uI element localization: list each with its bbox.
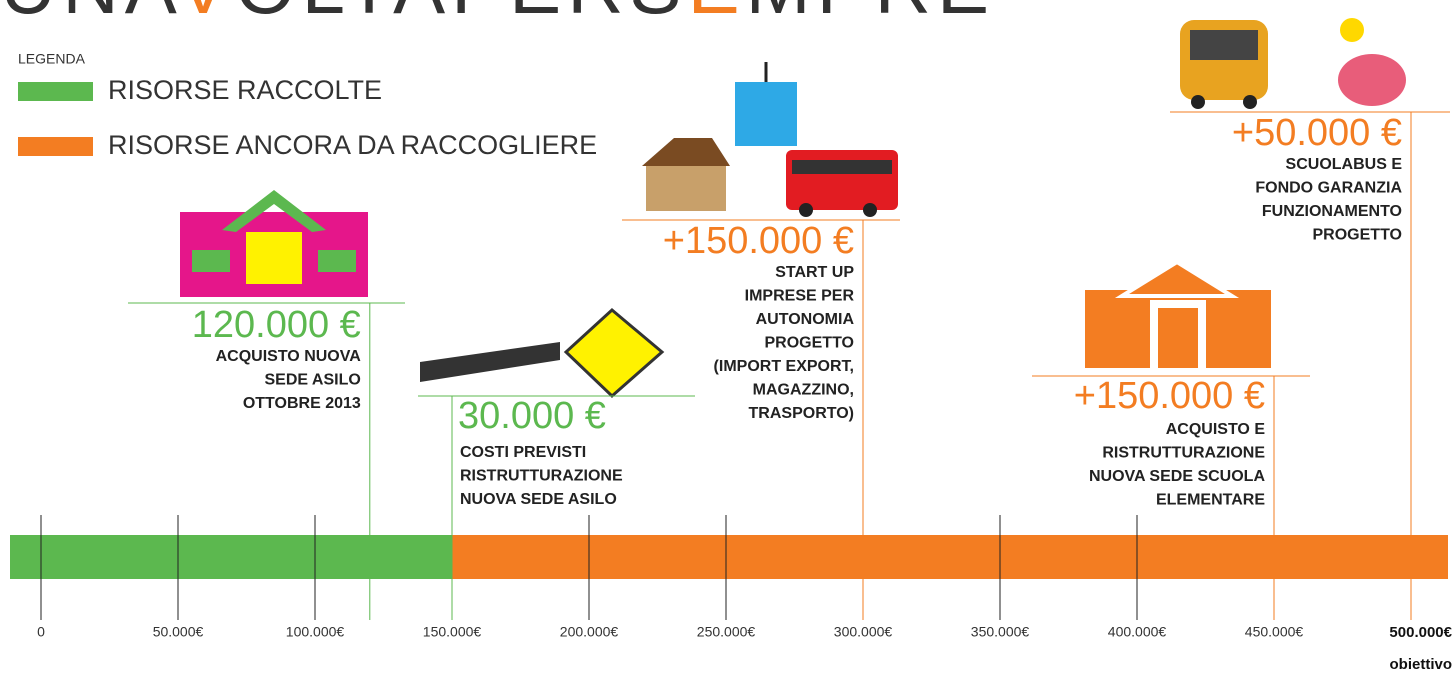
milestone-desc: FUNZIONAMENTO xyxy=(1262,203,1402,220)
milestone-desc: ELEMENTARE xyxy=(1156,492,1265,509)
tick-label: 200.000€ xyxy=(560,624,619,640)
tick-label: 100.000€ xyxy=(286,624,345,640)
milestone-desc: RISTRUTTURAZIONE xyxy=(460,468,623,485)
milestone-amount: 120.000 € xyxy=(192,304,361,346)
milestone-desc: START UP xyxy=(775,264,854,281)
tick-label: 300.000€ xyxy=(834,624,893,640)
tick-label: 400.000€ xyxy=(1108,624,1167,640)
milestone-desc: OTTOBRE 2013 xyxy=(243,395,361,412)
icon-school xyxy=(1085,259,1271,368)
segment xyxy=(10,535,452,579)
milestone-desc: RISTRUTTURAZIONE xyxy=(1102,445,1265,462)
legend-swatch xyxy=(18,82,93,101)
icon-kindergarten xyxy=(180,190,368,297)
milestone-desc: TRASPORTO) xyxy=(749,405,854,422)
legend-heading: LEGENDA xyxy=(18,51,86,67)
tick-label: 450.000€ xyxy=(1245,624,1304,640)
milestone-amount: +150.000 € xyxy=(663,220,854,262)
milestone-amount: +50.000 € xyxy=(1232,112,1402,154)
title: UNAVOLTAPERSEMPRE xyxy=(0,0,995,30)
milestone-desc: PROGETTO xyxy=(765,335,855,352)
milestone-desc: ACQUISTO NUOVA xyxy=(216,348,362,365)
milestone-desc: PROGETTO xyxy=(1313,227,1403,244)
milestone-amount: +150.000 € xyxy=(1074,375,1265,417)
tick-label: 150.000€ xyxy=(423,624,482,640)
tick-label: 50.000€ xyxy=(153,624,204,640)
tick-label: 250.000€ xyxy=(697,624,756,640)
icon-bus-piggy xyxy=(1180,18,1406,109)
milestone-desc: SCUOLABUS E xyxy=(1286,156,1403,173)
milestone-desc: NUOVA SEDE ASILO xyxy=(460,491,617,508)
segment xyxy=(452,535,1448,579)
milestone-desc: (IMPORT EXPORT, xyxy=(714,358,854,375)
legend-swatch xyxy=(18,137,93,156)
tick-label: 500.000€ xyxy=(1389,624,1452,641)
milestone-desc: SEDE ASILO xyxy=(264,372,360,389)
milestone-desc: NUOVA SEDE SCUOLA xyxy=(1089,468,1265,485)
tick-label: 0 xyxy=(37,624,45,640)
tick-label: 350.000€ xyxy=(971,624,1030,640)
milestone-desc: MAGAZZINO, xyxy=(753,382,854,399)
milestone-desc: AUTONOMIA xyxy=(756,311,855,328)
milestone-desc: FONDO GARANZIA xyxy=(1255,180,1402,197)
icon-roadwork xyxy=(420,308,665,399)
milestone-desc: ACQUISTO E xyxy=(1166,421,1266,438)
milestone-desc: COSTI PREVISTI xyxy=(460,444,586,461)
legend-label: RISORSE ANCORA DA RACCOGLIERE xyxy=(108,130,597,160)
milestone-desc: IMPRESE PER xyxy=(745,288,855,305)
icon-logistics xyxy=(642,62,898,217)
milestone-amount: 30.000 € xyxy=(458,395,606,437)
goal-label: obiettivo xyxy=(1390,656,1453,673)
legend-label: RISORSE RACCOLTE xyxy=(108,75,382,105)
